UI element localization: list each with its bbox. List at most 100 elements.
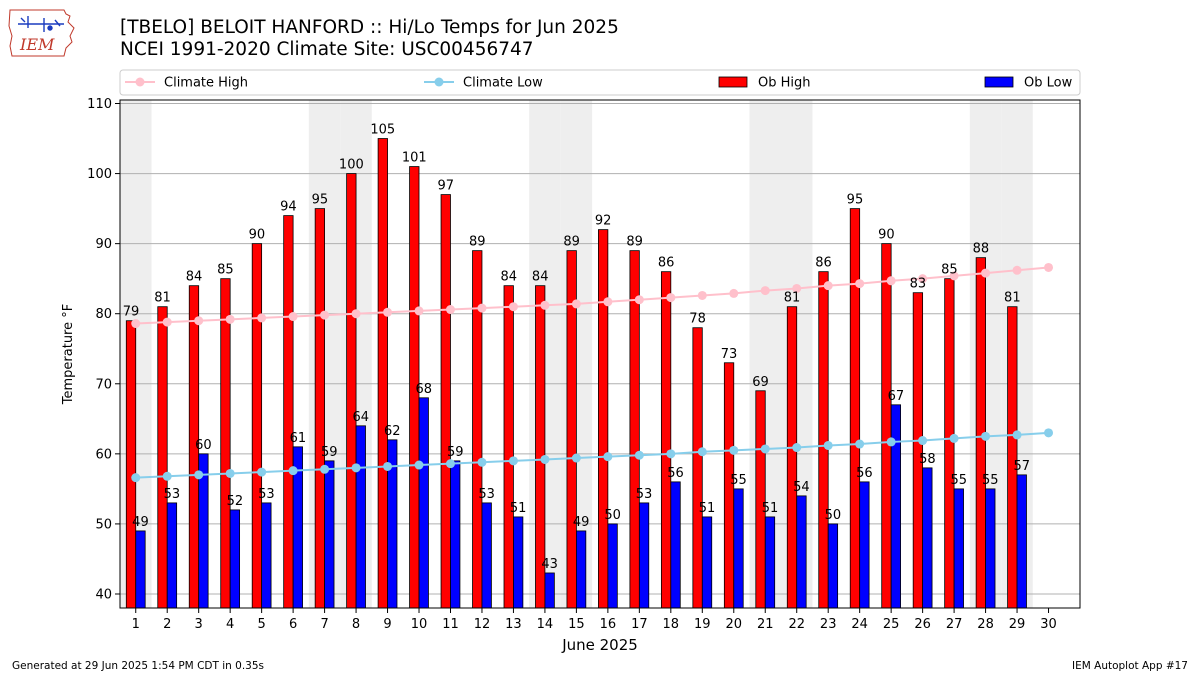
climate-high-point bbox=[257, 313, 267, 323]
ob-high-bar-label: 79 bbox=[123, 305, 140, 320]
weather-instrument-icon bbox=[18, 16, 64, 32]
climate-high-point bbox=[918, 274, 928, 284]
climate-low-point bbox=[697, 447, 707, 457]
ob-high-bar-label: 88 bbox=[973, 242, 990, 257]
title-line-1: [TBELO] BELOIT HANFORD :: Hi/Lo Temps fo… bbox=[120, 17, 619, 38]
climate-high-point bbox=[1012, 265, 1022, 275]
ob-low-bar bbox=[638, 502, 650, 609]
ob-low-bar-label: 55 bbox=[730, 473, 747, 488]
climate-high-point bbox=[729, 288, 739, 298]
legend-marker-swatch bbox=[135, 77, 145, 87]
climate-high-point bbox=[949, 271, 959, 281]
x-tick-label: 22 bbox=[788, 617, 805, 632]
climate-high-point bbox=[1044, 262, 1054, 272]
x-tick-label: 20 bbox=[725, 617, 742, 632]
climate-high-point bbox=[603, 297, 613, 307]
legend-item-ob-low: Ob Low bbox=[984, 76, 1073, 91]
climate-low-point bbox=[383, 461, 393, 471]
climate-lines bbox=[131, 262, 1054, 483]
ob-low-bar bbox=[513, 516, 524, 609]
climate-low-point bbox=[1044, 428, 1054, 438]
ob-high-bar-label: 89 bbox=[563, 235, 580, 250]
ob-high-bar bbox=[881, 243, 892, 609]
climate-low-point bbox=[918, 436, 928, 446]
legend-label: Climate Low bbox=[463, 76, 543, 91]
ob-low-bar-label: 51 bbox=[510, 501, 527, 516]
legend-marker-swatch bbox=[434, 77, 444, 87]
footer-generated: Generated at 29 Jun 2025 1:54 PM CDT in … bbox=[12, 660, 265, 672]
ob-high-bar-label: 84 bbox=[186, 270, 203, 285]
climate-high-line bbox=[135, 266, 1049, 325]
climate-low-point bbox=[981, 431, 991, 441]
x-tick-label: 23 bbox=[820, 617, 837, 632]
x-tick-label: 28 bbox=[977, 617, 994, 632]
ob-low-bar-label: 53 bbox=[258, 487, 275, 502]
ob-high-bar-label: 90 bbox=[878, 228, 895, 243]
ob-high-bar bbox=[629, 250, 640, 609]
ob-low-bar bbox=[764, 516, 776, 609]
ob-low-bar bbox=[985, 488, 996, 609]
ob-high-bar-label: 101 bbox=[402, 151, 427, 166]
climate-low-point bbox=[540, 454, 550, 464]
x-tick-label: 11 bbox=[442, 617, 459, 632]
x-tick-label: 24 bbox=[851, 617, 868, 632]
ob-low-bar bbox=[922, 467, 933, 609]
ob-high-bar bbox=[503, 285, 514, 609]
x-tick-label: 2 bbox=[163, 617, 171, 632]
ob-low-bar-label: 53 bbox=[478, 487, 495, 502]
ob-low-bar-label: 54 bbox=[793, 480, 810, 495]
x-tick-label: 8 bbox=[352, 617, 360, 632]
x-tick-label: 14 bbox=[537, 617, 554, 632]
climate-low-point bbox=[508, 456, 518, 466]
climate-high-point bbox=[194, 316, 204, 326]
x-tick-label: 4 bbox=[226, 617, 234, 632]
climate-high-point bbox=[445, 305, 455, 315]
ob-low-bar bbox=[701, 516, 713, 609]
climate-low-point bbox=[351, 463, 361, 473]
ob-high-bar bbox=[692, 327, 703, 609]
climate-high-point bbox=[666, 293, 676, 303]
ob-high-bar-label: 95 bbox=[312, 193, 329, 208]
ob-low-bar bbox=[450, 460, 461, 609]
x-tick-label: 3 bbox=[195, 617, 203, 632]
ob-low-bar-label: 58 bbox=[919, 452, 936, 467]
climate-high-point bbox=[886, 276, 896, 286]
ob-high-bar bbox=[944, 278, 955, 609]
y-tick-label: 80 bbox=[95, 307, 112, 322]
x-tick-label: 18 bbox=[663, 617, 680, 632]
x-tick-label: 21 bbox=[757, 617, 774, 632]
ob-high-bar bbox=[220, 278, 231, 609]
ob-low-bar-label: 43 bbox=[541, 557, 558, 572]
legend-item-climate-high: Climate High bbox=[125, 76, 248, 91]
climate-low-point bbox=[445, 459, 455, 469]
ob-high-bar-label: 100 bbox=[339, 158, 364, 173]
legend-bar-swatch bbox=[718, 76, 748, 88]
ob-high-bar-label: 83 bbox=[910, 277, 927, 292]
ob-high-bar bbox=[849, 208, 861, 609]
ob-high-bar bbox=[660, 271, 672, 609]
x-tick-label: 19 bbox=[694, 617, 711, 632]
y-tick-label: 90 bbox=[95, 237, 112, 252]
ob-low-bar-label: 55 bbox=[982, 473, 999, 488]
climate-high-point bbox=[823, 281, 833, 291]
ob-high-bar-label: 86 bbox=[658, 256, 675, 271]
ob-low-bar bbox=[575, 530, 587, 609]
ob-low-bar-label: 55 bbox=[951, 473, 968, 488]
climate-high-point bbox=[792, 283, 802, 293]
ob-low-bar-label: 64 bbox=[353, 410, 370, 425]
ob-high-bar-label: 81 bbox=[154, 291, 171, 306]
ob-high-bar bbox=[346, 173, 357, 609]
ob-high-bar-label: 95 bbox=[847, 193, 864, 208]
legend-frame bbox=[119, 69, 1081, 96]
ob-high-bar bbox=[786, 306, 798, 609]
y-tick-label: 40 bbox=[95, 587, 112, 602]
ob-low-bar-label: 50 bbox=[825, 508, 842, 523]
ob-high-bar-label: 94 bbox=[280, 200, 297, 215]
ob-high-bar bbox=[314, 208, 325, 609]
x-tick-label: 16 bbox=[600, 617, 617, 632]
ob-high-bar bbox=[818, 271, 829, 609]
ob-low-bar-label: 56 bbox=[856, 466, 873, 481]
y-tick-label: 70 bbox=[95, 377, 112, 392]
